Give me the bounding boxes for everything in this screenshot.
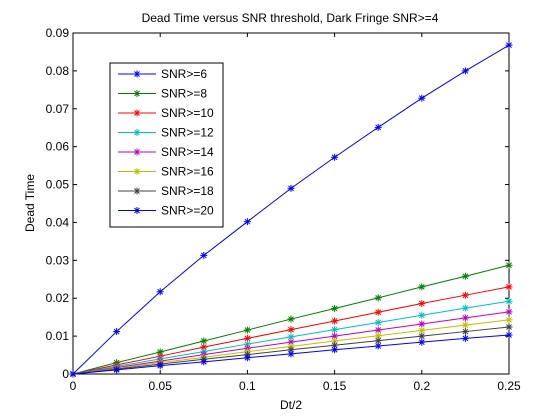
data-point-marker bbox=[156, 362, 164, 370]
data-point-marker bbox=[133, 90, 141, 97]
data-point-marker bbox=[505, 297, 513, 305]
data-point-marker bbox=[418, 320, 426, 328]
series-7 bbox=[69, 331, 513, 378]
data-point-marker bbox=[505, 331, 513, 339]
data-point-marker bbox=[374, 326, 382, 334]
y-tick-label: 0.02 bbox=[46, 291, 70, 305]
data-point-marker bbox=[287, 184, 295, 192]
data-point-marker bbox=[374, 308, 382, 316]
legend-label: SNR>=6 bbox=[161, 67, 207, 81]
data-point-marker bbox=[287, 326, 295, 334]
data-point-marker bbox=[331, 326, 339, 334]
x-tick-label: 0.2 bbox=[413, 379, 430, 393]
y-tick-label: 0.08 bbox=[46, 64, 70, 78]
data-point-marker bbox=[418, 338, 426, 346]
data-point-marker bbox=[133, 129, 141, 136]
data-point-marker bbox=[243, 326, 251, 334]
data-point-marker bbox=[505, 41, 513, 49]
data-point-marker bbox=[505, 316, 513, 324]
data-point-marker bbox=[418, 311, 426, 319]
legend-label: SNR>=14 bbox=[161, 145, 214, 159]
data-point-marker bbox=[331, 317, 339, 325]
data-point-marker bbox=[331, 346, 339, 354]
y-tick-label: 0.03 bbox=[46, 253, 70, 267]
data-point-marker bbox=[418, 326, 426, 334]
data-point-marker bbox=[243, 354, 251, 362]
data-point-marker bbox=[461, 291, 469, 299]
x-axis-label: Dt/2 bbox=[280, 398, 302, 412]
y-tick-label: 0.06 bbox=[46, 140, 70, 154]
data-point-marker bbox=[374, 123, 382, 131]
data-point-marker bbox=[113, 328, 121, 336]
legend-box bbox=[109, 62, 224, 228]
data-point-marker bbox=[418, 283, 426, 291]
legend: SNR>=6 SNR>=8 SNR>=10 SNR>=12 SNR>=14 SNR>=16… bbox=[109, 62, 224, 228]
x-tick-label: 0.15 bbox=[323, 379, 347, 393]
data-point-marker bbox=[243, 218, 251, 226]
data-point-marker bbox=[287, 333, 295, 341]
data-point-marker bbox=[418, 300, 426, 308]
data-point-marker bbox=[505, 323, 513, 331]
x-tick-label: 0 bbox=[70, 379, 77, 393]
legend-label: SNR>=10 bbox=[161, 106, 214, 120]
data-point-marker bbox=[461, 328, 469, 336]
y-tick-label: 0.09 bbox=[46, 26, 70, 40]
data-point-marker bbox=[156, 288, 164, 296]
data-point-marker bbox=[133, 207, 141, 214]
data-point-marker bbox=[69, 370, 77, 378]
data-point-marker bbox=[505, 261, 513, 269]
legend-label: SNR>=12 bbox=[161, 126, 214, 140]
data-point-marker bbox=[461, 321, 469, 329]
y-tick-label: 0.01 bbox=[46, 329, 70, 343]
series-layer bbox=[69, 41, 513, 378]
y-tick-label: 0.04 bbox=[46, 215, 70, 229]
y-tick-label: 0 bbox=[62, 367, 69, 381]
data-point-marker bbox=[461, 304, 469, 312]
data-point-marker bbox=[200, 358, 208, 366]
legend-label: SNR>=20 bbox=[161, 204, 214, 218]
data-point-marker bbox=[461, 314, 469, 322]
data-point-marker bbox=[287, 350, 295, 358]
legend-label: SNR>=16 bbox=[161, 165, 214, 179]
series-0 bbox=[69, 41, 513, 378]
chart-title: Dead Time versus SNR threshold, Dark Fri… bbox=[142, 11, 439, 25]
data-point-marker bbox=[374, 318, 382, 326]
data-point-marker bbox=[133, 70, 141, 78]
data-point-marker bbox=[461, 67, 469, 75]
x-tick-label: 0.25 bbox=[497, 379, 521, 393]
data-point-marker bbox=[133, 148, 141, 156]
x-tick-label: 0.1 bbox=[239, 379, 256, 393]
y-axis-label: Dead Time bbox=[23, 174, 37, 232]
legend-label: SNR>=18 bbox=[161, 184, 214, 198]
data-point-marker bbox=[133, 168, 141, 175]
data-point-marker bbox=[133, 109, 141, 117]
data-point-marker bbox=[461, 272, 469, 280]
data-point-marker bbox=[113, 366, 121, 374]
data-point-marker bbox=[461, 334, 469, 342]
data-point-marker bbox=[374, 294, 382, 302]
data-point-marker bbox=[200, 337, 208, 345]
data-point-marker bbox=[374, 342, 382, 350]
x-axis: 0 0.05 0.1 0.15 0.2 0.25 bbox=[70, 33, 521, 393]
data-point-marker bbox=[200, 251, 208, 259]
data-point-marker bbox=[133, 187, 141, 195]
y-axis: 0 0.01 0.02 0.03 0.04 0.05 0.06 0.07 0.08 0.09 bbox=[46, 26, 509, 381]
data-point-marker bbox=[331, 341, 339, 349]
y-tick-label: 0.05 bbox=[46, 178, 70, 192]
y-tick-label: 0.07 bbox=[46, 102, 70, 116]
x-tick-label: 0.05 bbox=[149, 379, 173, 393]
data-point-marker bbox=[418, 94, 426, 102]
legend-label: SNR>=8 bbox=[161, 87, 207, 101]
data-point-marker bbox=[505, 308, 513, 316]
data-point-marker bbox=[331, 304, 339, 312]
data-point-marker bbox=[287, 315, 295, 323]
data-point-marker bbox=[331, 153, 339, 161]
data-point-marker bbox=[374, 332, 382, 340]
data-point-marker bbox=[287, 338, 295, 346]
data-point-marker bbox=[505, 283, 513, 291]
data-point-marker bbox=[418, 332, 426, 340]
